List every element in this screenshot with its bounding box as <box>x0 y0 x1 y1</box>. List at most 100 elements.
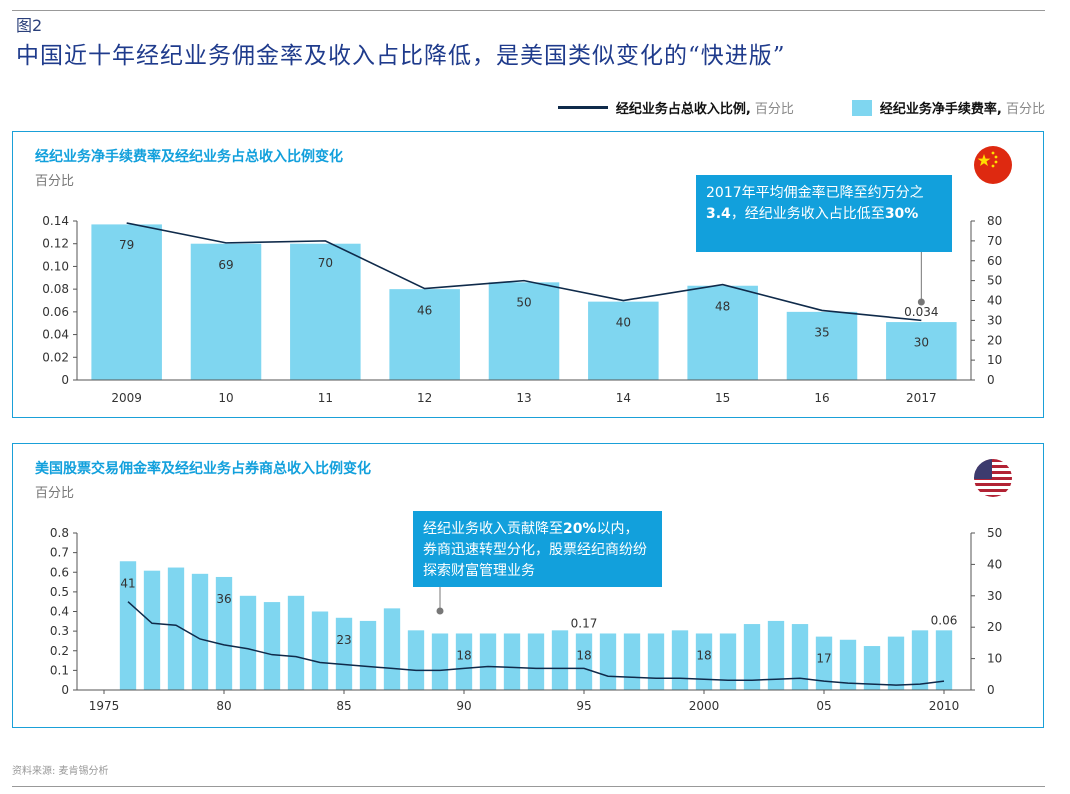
data-label: 36 <box>216 592 231 606</box>
x-tick-label: 13 <box>516 391 531 405</box>
bar <box>786 311 858 380</box>
x-tick-label: 10 <box>218 391 233 405</box>
x-tick-label: 90 <box>456 699 471 713</box>
bar <box>599 633 617 690</box>
usa-chart-svg: 0 0.1 0.2 0.3 0.4 0.5 0.6 0.7 0.8 0 10 20 30 40 50 1975… <box>50 526 1002 713</box>
y-right-tick-label: 40 <box>987 557 1002 571</box>
y-left-tick-label: 0.12 <box>42 237 69 251</box>
bar <box>695 633 713 690</box>
y-left-tick-label: 0 <box>61 373 69 387</box>
callout-dot <box>917 298 925 306</box>
usa-flag-icon <box>974 459 1012 497</box>
y-right-tick-label: 0 <box>987 683 995 697</box>
bar <box>455 633 473 690</box>
usa-chart-title: 美国股票交易佣金率及经纪业务占券商总收入比例变化 <box>35 461 371 477</box>
bar <box>671 630 689 690</box>
bar <box>479 633 497 690</box>
data-label: 79 <box>119 238 134 252</box>
bar <box>815 636 833 690</box>
legend-line-swatch <box>557 106 608 109</box>
data-label: 18 <box>576 648 591 662</box>
x-tick-label: 05 <box>816 699 831 713</box>
callout-dot <box>436 607 444 615</box>
x-tick-label: 1975 <box>89 699 120 713</box>
data-label: 18 <box>696 648 711 662</box>
y-left-tick-label: 0.5 <box>50 585 69 599</box>
y-left-tick-label: 0.02 <box>42 350 69 364</box>
series-line <box>127 601 945 686</box>
china-chart-svg: 0 0.02 0.04 0.06 0.08 0.10 0.12 0.14 0 10 20 30 40 50… <box>42 214 1002 405</box>
bar <box>719 633 737 690</box>
x-tick-label: 15 <box>715 391 730 405</box>
y-left-tick-label: 0.10 <box>42 259 69 273</box>
bar <box>935 630 953 690</box>
x-tick-label: 2010 <box>929 699 960 713</box>
y-right-tick-label: 50 <box>987 274 1002 288</box>
y-left-tick-label: 0.2 <box>50 644 69 658</box>
bar <box>431 633 449 690</box>
bar <box>767 620 785 690</box>
data-label: 41 <box>120 576 135 590</box>
data-label: 46 <box>417 304 432 318</box>
usa-chart-panel: 美国股票交易佣金率及经纪业务占券商总收入比例变化 百分比 0 0.1 0.2 0.3 0… <box>12 443 1044 728</box>
bar <box>687 285 758 380</box>
y-left-tick-label: 0.08 <box>42 282 69 296</box>
bar <box>623 633 641 690</box>
bar <box>91 224 162 380</box>
bar <box>190 243 262 380</box>
x-tick-label: 12 <box>417 391 432 405</box>
x-tick-label: 11 <box>318 391 333 405</box>
y-right-tick-label: 10 <box>987 652 1002 666</box>
y-left-tick-label: 0.8 <box>50 526 69 540</box>
y-right-tick-label: 30 <box>987 589 1002 603</box>
data-label: 18 <box>456 648 471 662</box>
x-tick-label: 85 <box>336 699 351 713</box>
bar <box>287 595 305 690</box>
china-chart-unit: 百分比 <box>35 174 75 189</box>
y-left-tick-label: 0.4 <box>50 605 69 619</box>
figure-number: 图2 <box>16 16 43 35</box>
legend-bar-swatch <box>851 99 872 116</box>
y-left-tick-label: 0.3 <box>50 624 69 638</box>
bar <box>389 289 460 380</box>
source-note: 资料来源: 麦肯锡分析 <box>12 766 109 777</box>
bar <box>887 636 905 690</box>
bar <box>143 570 161 690</box>
bar <box>383 608 401 690</box>
y-right-tick-label: 0 <box>987 373 995 387</box>
data-label: 40 <box>616 316 631 330</box>
bar <box>791 624 809 690</box>
top-rule <box>12 10 1045 11</box>
legend-bar-label: 经纪业务净手续费率, 百分比 <box>879 102 1045 117</box>
bar <box>551 630 569 690</box>
annotation-label: 0.17 <box>571 616 598 630</box>
bar <box>575 633 593 690</box>
x-tick-label: 80 <box>216 699 231 713</box>
y-right-tick-label: 10 <box>987 353 1002 367</box>
bar <box>407 630 425 690</box>
bar <box>290 243 361 380</box>
data-label: 35 <box>814 325 829 339</box>
bar <box>311 611 329 690</box>
bar <box>359 620 377 690</box>
china-chart-title: 经纪业务净手续费率及经纪业务占总收入比例变化 <box>35 149 343 165</box>
data-label: 48 <box>715 300 730 314</box>
y-right-tick-label: 20 <box>987 333 1002 347</box>
bar <box>191 573 209 690</box>
usa-chart-unit: 百分比 <box>35 486 75 501</box>
y-right-tick-label: 50 <box>987 526 1002 540</box>
bar <box>167 567 185 690</box>
page-title: 中国近十年经纪业务佣金率及收入占比降低，是美国类似变化的“快进版” <box>16 43 786 69</box>
x-tick-label: 2000 <box>689 699 720 713</box>
bar <box>743 624 761 690</box>
x-tick-label: 14 <box>616 391 631 405</box>
bottom-rule <box>12 786 1045 787</box>
y-right-tick-label: 70 <box>987 234 1002 248</box>
legend: 经纪业务占总收入比例, 百分比 经纪业务净手续费率, 百分比 <box>557 98 1045 117</box>
bar <box>863 646 881 690</box>
y-left-tick-label: 0.1 <box>50 663 69 677</box>
bar <box>488 282 560 380</box>
x-tick-label: 95 <box>576 699 591 713</box>
bar <box>647 633 665 690</box>
x-tick-label: 2017 <box>906 391 937 405</box>
